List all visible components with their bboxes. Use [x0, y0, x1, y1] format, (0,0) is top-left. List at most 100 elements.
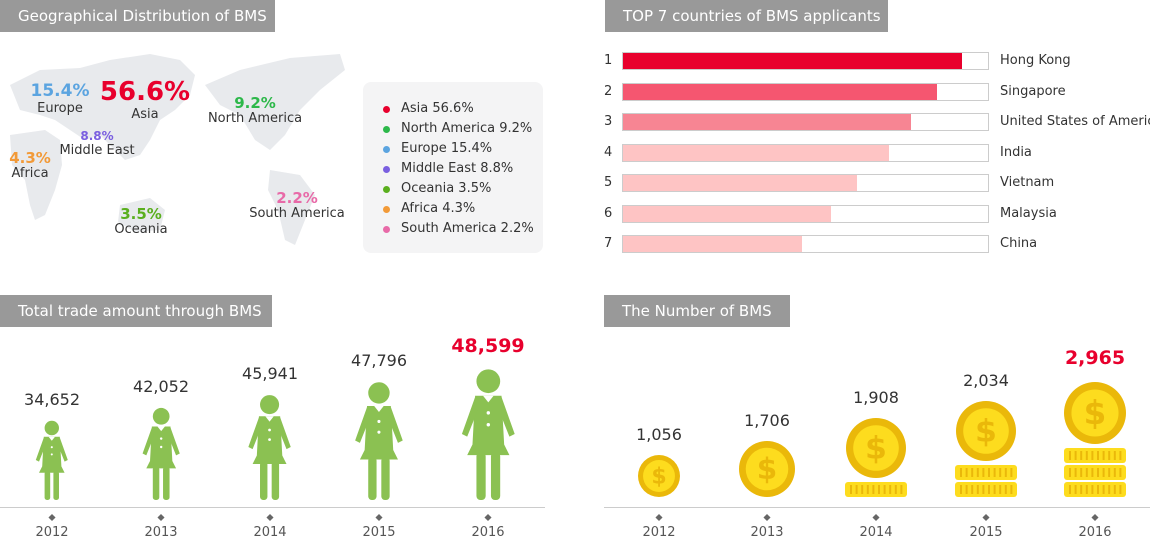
axis-trade: [0, 507, 545, 508]
year-label: 2014: [859, 525, 893, 540]
year-label: 2015: [362, 525, 396, 540]
axis-number: [604, 507, 1150, 508]
legend-label: Oceania 3.5%: [401, 181, 492, 196]
person-figure-icon: [461, 369, 515, 500]
diamond-icon: [872, 513, 880, 522]
bar-row: 5 Vietnam: [600, 174, 1150, 194]
person-figure-icon: [248, 395, 292, 500]
value-label: 1,706: [744, 411, 790, 430]
legend: Asia 56.6% North America 9.2% Europe 15.4%…: [363, 82, 543, 253]
person-figure-icon: [142, 407, 180, 500]
bar-row: 7 China: [600, 235, 1150, 255]
legend-dot-icon: [383, 185, 390, 193]
diamond-icon: [655, 513, 663, 522]
year-label: 2013: [144, 525, 178, 540]
rank: 7: [604, 236, 613, 251]
map-label-asia: 56.6% Asia: [99, 77, 191, 123]
header-geo: Geographical Distribution of BMS: [0, 0, 275, 32]
region-pct: 9.2%: [234, 94, 276, 112]
header-top7: TOP 7 countries of BMS applicants: [605, 0, 888, 32]
diamond-icon: [266, 513, 274, 522]
map-label-europe: 15.4% Europe: [30, 81, 90, 116]
legend-label: Europe 15.4%: [401, 141, 493, 156]
bar: [623, 144, 890, 161]
region-name: Europe: [37, 100, 83, 116]
bar: [623, 53, 963, 69]
world-map: [10, 54, 345, 245]
value-label: 48,599: [451, 335, 525, 357]
legend-dot-icon: [383, 225, 390, 233]
year-label: 2015: [969, 525, 1003, 540]
year-label: 2016: [471, 525, 505, 540]
header-trade: Total trade amount through BMS: [0, 295, 272, 327]
bar-row: 2 Singapore: [600, 82, 1150, 103]
value-label: 1,908: [853, 388, 899, 407]
legend-item: Middle East 8.8%: [383, 159, 543, 179]
bar: [623, 83, 937, 100]
svg-text:$: $: [757, 452, 777, 486]
country-label: Vietnam: [1000, 175, 1055, 190]
map-north-america: [205, 54, 345, 150]
legend-label: South America 2.2%: [401, 221, 534, 236]
region-name: Africa: [11, 166, 49, 182]
region-pct: 8.8%: [80, 129, 114, 143]
value-label: 2,965: [1064, 347, 1126, 369]
region-pct: 56.6%: [99, 77, 191, 107]
legend-label: Middle East 8.8%: [401, 161, 514, 176]
map-africa: [10, 130, 62, 220]
bar: [623, 236, 802, 252]
year-label: 2016: [1078, 525, 1112, 540]
map-label-africa: 4.3% Africa: [9, 149, 51, 182]
rank: 4: [604, 144, 613, 160]
rank: 6: [604, 205, 613, 221]
year-label: 2014: [253, 525, 287, 540]
region-name: North America: [207, 111, 303, 127]
bar-track: [622, 52, 989, 70]
value-label: 2,034: [963, 371, 1009, 390]
value-label: 42,052: [133, 377, 189, 396]
region-name: Asia: [131, 106, 159, 122]
diamond-icon: [1091, 513, 1099, 522]
legend-item: North America 9.2%: [383, 119, 543, 139]
coin-stack-icon: $: [739, 441, 795, 497]
legend-dot-icon: [383, 165, 390, 173]
map-label-south-america: 2.2% South America: [249, 189, 345, 222]
bar: [623, 114, 912, 130]
bar-track: [622, 235, 989, 253]
year-label: 2012: [35, 525, 69, 540]
legend-item: Africa 4.3%: [383, 199, 543, 219]
header-number: The Number of BMS: [604, 295, 790, 327]
person-figure-icon: [35, 420, 68, 500]
diamond-icon: [484, 513, 492, 522]
svg-text:$: $: [651, 464, 666, 489]
map-label-oceania: 3.5% Oceania: [114, 205, 167, 238]
country-label: India: [1000, 144, 1032, 160]
value-label: 34,652: [24, 390, 80, 409]
region-pct: 15.4%: [30, 81, 90, 101]
map-label-north-america: 9.2% North America: [207, 94, 303, 127]
svg-text:$: $: [865, 431, 887, 467]
diamond-icon: [763, 513, 771, 522]
value-label: 1,056: [636, 425, 682, 444]
region-name: South America: [249, 206, 345, 222]
legend-item: South America 2.2%: [383, 219, 543, 239]
diamond-icon: [48, 513, 56, 522]
bar-track: [622, 174, 989, 192]
bar-track: [622, 143, 989, 162]
diamond-icon: [157, 513, 165, 522]
legend-dot-icon: [383, 105, 390, 113]
person-figure-icon: [355, 382, 403, 500]
year-label: 2013: [750, 525, 784, 540]
rank: 3: [604, 114, 613, 129]
rank: 2: [604, 83, 613, 99]
bar-row: 4 India: [600, 143, 1150, 164]
bar-row: 6 Malaysia: [600, 204, 1150, 225]
country-label: Hong Kong: [1000, 53, 1071, 68]
legend-dot-icon: [383, 125, 390, 133]
coin-stack-icon: $: [1064, 382, 1126, 497]
region-name: Middle East: [59, 142, 135, 158]
value-label: 47,796: [351, 351, 407, 370]
legend-dot-icon: [383, 145, 390, 153]
bar-track: [622, 82, 989, 101]
svg-text:$: $: [975, 414, 997, 450]
